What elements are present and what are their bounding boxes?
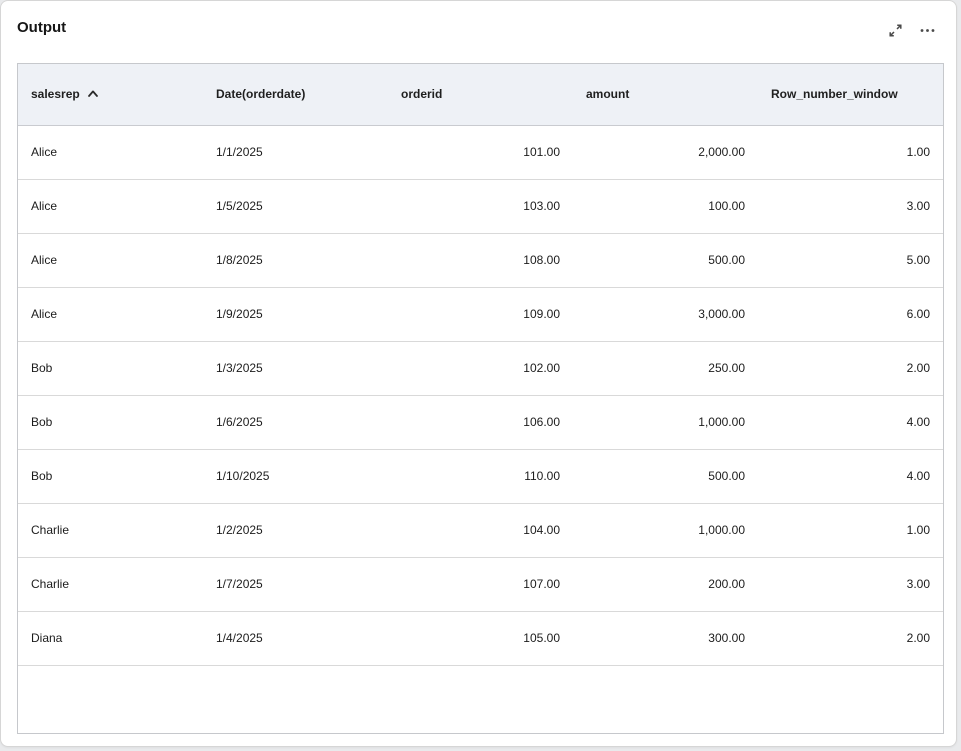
column-header-orderid[interactable]: orderid <box>388 64 573 126</box>
table-row: Alice 1/9/2025 109.00 3,000.00 6.00 <box>18 286 943 341</box>
cell-salesrep[interactable]: Alice <box>18 232 203 287</box>
table-row: Bob 1/10/2025 110.00 500.00 4.00 <box>18 448 943 503</box>
cell-orderid[interactable]: 102.00 <box>388 340 573 395</box>
cell-orderdate[interactable]: 1/6/2025 <box>203 394 388 449</box>
more-menu-button[interactable] <box>916 19 938 41</box>
column-header-amount[interactable]: amount <box>573 64 758 126</box>
cell-salesrep[interactable]: Charlie <box>18 502 203 557</box>
column-header-row-number-window[interactable]: Row_number_window <box>758 64 943 126</box>
cell-row-number[interactable]: 5.00 <box>758 232 943 287</box>
cell-salesrep[interactable]: Alice <box>18 125 203 179</box>
panel-header: Output <box>1 1 956 63</box>
more-horizontal-icon <box>919 22 936 39</box>
cell-orderdate[interactable]: 1/4/2025 <box>203 610 388 665</box>
cell-orderdate[interactable]: 1/8/2025 <box>203 232 388 287</box>
empty-table-row <box>18 664 943 719</box>
cell-salesrep[interactable]: Charlie <box>18 556 203 611</box>
output-table: salesrep Date(orderdate) orderid amount … <box>17 63 944 734</box>
cell-salesrep[interactable]: Diana <box>18 610 203 665</box>
cell-row-number[interactable]: 4.00 <box>758 394 943 449</box>
table-row: Charlie 1/2/2025 104.00 1,000.00 1.00 <box>18 502 943 557</box>
cell-row-number[interactable]: 1.00 <box>758 502 943 557</box>
cell-orderid[interactable]: 109.00 <box>388 286 573 341</box>
cell-orderdate[interactable]: 1/9/2025 <box>203 286 388 341</box>
cell-salesrep[interactable]: Bob <box>18 340 203 395</box>
cell-salesrep[interactable]: Bob <box>18 394 203 449</box>
cell-row-number[interactable]: 3.00 <box>758 556 943 611</box>
expand-icon <box>887 22 904 39</box>
cell-amount[interactable]: 500.00 <box>573 232 758 287</box>
cell-row-number[interactable]: 3.00 <box>758 178 943 233</box>
cell-amount[interactable]: 200.00 <box>573 556 758 611</box>
table-row: Alice 1/1/2025 101.00 2,000.00 1.00 <box>18 125 943 179</box>
cell-orderdate[interactable]: 1/1/2025 <box>203 125 388 179</box>
cell-orderdate[interactable]: 1/3/2025 <box>203 340 388 395</box>
cell-amount[interactable]: 100.00 <box>573 178 758 233</box>
cell-amount[interactable]: 3,000.00 <box>573 286 758 341</box>
table-row: Bob 1/6/2025 106.00 1,000.00 4.00 <box>18 394 943 449</box>
table-row: Diana 1/4/2025 105.00 300.00 2.00 <box>18 610 943 665</box>
cell-orderid[interactable]: 104.00 <box>388 502 573 557</box>
table-row: Charlie 1/7/2025 107.00 200.00 3.00 <box>18 556 943 611</box>
cell-salesrep[interactable]: Alice <box>18 286 203 341</box>
panel-actions <box>884 19 938 41</box>
cell-orderid[interactable]: 107.00 <box>388 556 573 611</box>
cell-row-number[interactable]: 4.00 <box>758 448 943 503</box>
expand-button[interactable] <box>884 19 906 41</box>
cell-amount[interactable]: 2,000.00 <box>573 125 758 179</box>
cell-salesrep[interactable]: Alice <box>18 178 203 233</box>
cell-orderdate[interactable]: 1/7/2025 <box>203 556 388 611</box>
cell-orderdate[interactable]: 1/10/2025 <box>203 448 388 503</box>
cell-amount[interactable]: 500.00 <box>573 448 758 503</box>
table-header-row: salesrep Date(orderdate) orderid amount … <box>18 64 943 126</box>
cell-row-number[interactable]: 6.00 <box>758 286 943 341</box>
cell-orderid[interactable]: 105.00 <box>388 610 573 665</box>
cell-orderid[interactable]: 108.00 <box>388 232 573 287</box>
cell-row-number[interactable]: 2.00 <box>758 610 943 665</box>
cell-orderdate[interactable]: 1/2/2025 <box>203 502 388 557</box>
table-row: Bob 1/3/2025 102.00 250.00 2.00 <box>18 340 943 395</box>
cell-row-number[interactable]: 2.00 <box>758 340 943 395</box>
sort-asc-icon <box>87 88 99 100</box>
cell-orderdate[interactable]: 1/5/2025 <box>203 178 388 233</box>
cell-orderid[interactable]: 110.00 <box>388 448 573 503</box>
column-header-orderdate[interactable]: Date(orderdate) <box>203 64 388 126</box>
page-title: Output <box>17 19 67 36</box>
table-row: Alice 1/8/2025 108.00 500.00 5.00 <box>18 232 943 287</box>
cell-orderid[interactable]: 103.00 <box>388 178 573 233</box>
cell-orderid[interactable]: 106.00 <box>388 394 573 449</box>
cell-amount[interactable]: 1,000.00 <box>573 394 758 449</box>
table-row: Alice 1/5/2025 103.00 100.00 3.00 <box>18 178 943 233</box>
column-header-label: salesrep <box>31 87 80 102</box>
cell-amount[interactable]: 1,000.00 <box>573 502 758 557</box>
column-header-salesrep[interactable]: salesrep <box>18 64 203 126</box>
cell-amount[interactable]: 250.00 <box>573 340 758 395</box>
cell-amount[interactable]: 300.00 <box>573 610 758 665</box>
cell-row-number[interactable]: 1.00 <box>758 125 943 179</box>
cell-salesrep[interactable]: Bob <box>18 448 203 503</box>
cell-orderid[interactable]: 101.00 <box>388 125 573 179</box>
